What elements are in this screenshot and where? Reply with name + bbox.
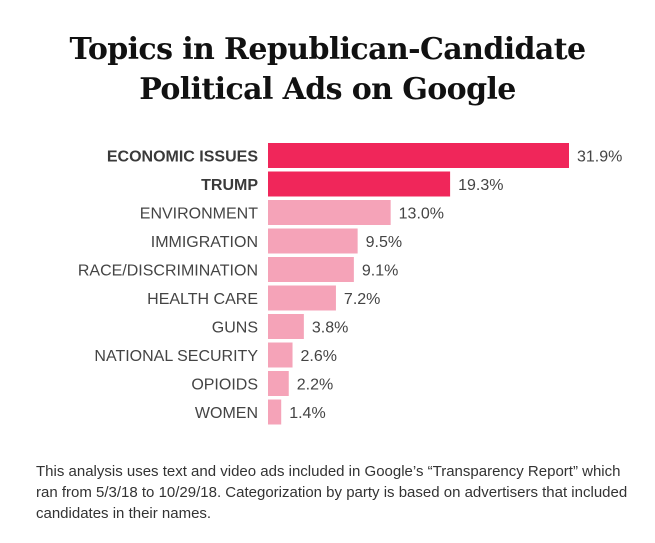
- category-label-economic-issues: ECONOMIC ISSUES: [107, 149, 258, 166]
- footnote: This analysis uses text and video ads in…: [36, 463, 628, 522]
- category-label-health-care: HEALTH CARE: [147, 291, 258, 308]
- category-label-environment: ENVIRONMENT: [140, 206, 258, 223]
- value-label-women: 1.4%: [289, 405, 325, 422]
- bar-opioids: [268, 371, 289, 396]
- bar-women: [268, 399, 282, 425]
- bar-health-care: [268, 285, 336, 311]
- category-label-immigration: IMMIGRATION: [151, 234, 258, 251]
- value-label-environment: 13.0%: [399, 206, 444, 223]
- value-label-immigration: 9.5%: [366, 234, 402, 251]
- chart-title-line-1: Topics in Republican-Candidate: [69, 32, 587, 67]
- bar-guns: [268, 314, 304, 339]
- bar-race-discrimination: [268, 257, 354, 282]
- value-label-opioids: 2.2%: [297, 377, 333, 394]
- value-label-guns: 3.8%: [312, 320, 348, 337]
- bar-economic-issues: [268, 143, 569, 168]
- category-label-women: WOMEN: [195, 405, 258, 422]
- chart-title-line-2: Political Ads on Google: [139, 72, 516, 107]
- bar-environment: [268, 200, 391, 225]
- bar-immigration: [268, 228, 358, 254]
- value-label-health-care: 7.2%: [344, 291, 380, 308]
- value-label-trump: 19.3%: [458, 177, 503, 194]
- value-label-national-security: 2.6%: [301, 348, 337, 365]
- bar-trump: [268, 171, 451, 197]
- value-label-economic-issues: 31.9%: [577, 149, 622, 166]
- bar-chart: ECONOMIC ISSUES 31.9% TRUMP 19.3% ENVIRONMEN…: [78, 143, 622, 425]
- category-label-race-discrimination: RACE/DISCRIMINATION: [78, 263, 258, 280]
- category-label-opioids: OPIOIDS: [191, 377, 258, 394]
- bar-national-security: [268, 342, 293, 368]
- category-label-trump: TRUMP: [201, 177, 258, 194]
- category-label-guns: GUNS: [212, 320, 258, 337]
- category-label-national-security: NATIONAL SECURITY: [94, 348, 258, 365]
- value-label-race-discrimination: 9.1%: [362, 263, 398, 280]
- chart-title: Topics in Republican-Candidate Political…: [0, 30, 655, 110]
